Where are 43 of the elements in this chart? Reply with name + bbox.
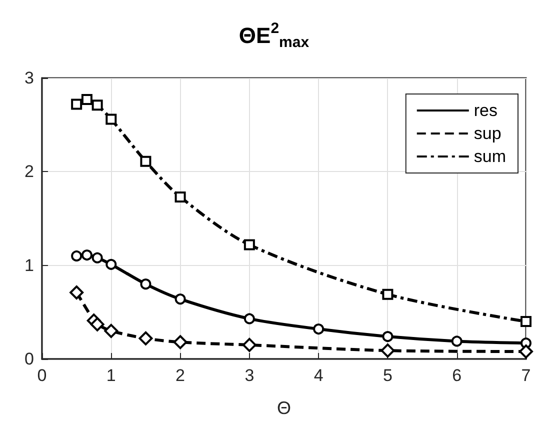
y-tick-label: 2 (24, 162, 34, 182)
x-tick-label: 3 (244, 366, 254, 385)
point (140, 278, 152, 290)
point (81, 250, 92, 261)
x-tick-label: 2 (176, 366, 186, 385)
legend-label: sup (474, 124, 502, 143)
y-tick-label: 0 (24, 350, 34, 368)
y-tick-label: 1 (24, 256, 34, 275)
point (174, 294, 186, 305)
point (451, 336, 462, 347)
x-tick-label: 6 (452, 366, 462, 385)
x-axis-title: Θ (276, 398, 292, 418)
x-tick-label: 7 (521, 366, 531, 385)
point (313, 324, 324, 335)
point (244, 313, 255, 324)
point (92, 252, 103, 264)
point (71, 250, 82, 262)
point (81, 94, 92, 106)
y-tick-label: 3 (24, 68, 34, 88)
point (90, 317, 104, 332)
x-tick-label: 5 (382, 366, 392, 385)
point (380, 344, 395, 358)
point (174, 191, 186, 202)
point (104, 324, 118, 338)
x-tick-label: 0 (37, 366, 47, 385)
point (140, 156, 152, 167)
point (92, 100, 103, 111)
point (242, 338, 256, 352)
point (70, 285, 84, 300)
point (173, 335, 188, 350)
x-tick-label: 4 (314, 366, 324, 385)
point (71, 98, 82, 110)
point (382, 331, 394, 342)
point (382, 288, 394, 300)
point (519, 344, 533, 359)
legend-label: sum (474, 147, 506, 166)
legend-label: res (474, 101, 498, 120)
point (106, 258, 117, 270)
point (244, 239, 255, 250)
x-tick-label: 1 (106, 366, 116, 385)
point (520, 316, 532, 328)
point (138, 331, 153, 346)
point (106, 114, 117, 125)
